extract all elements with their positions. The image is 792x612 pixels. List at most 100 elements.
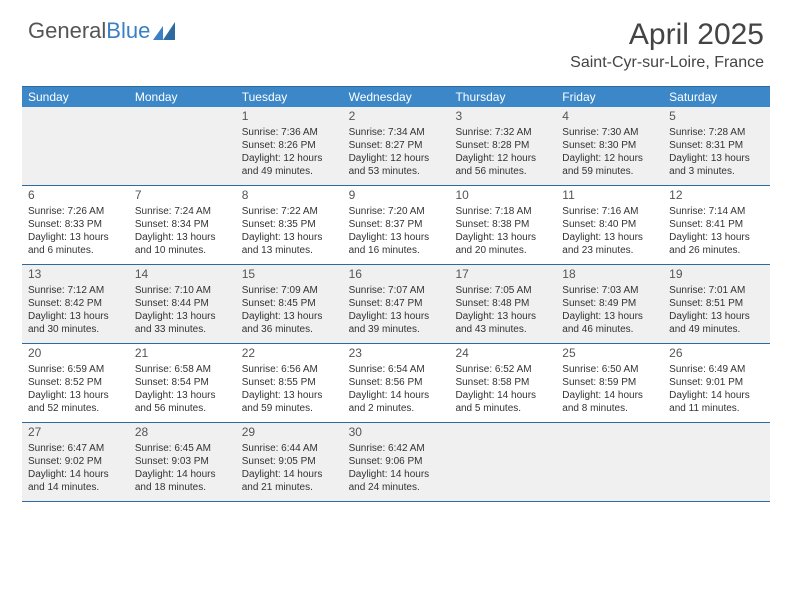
daylight-line: Daylight: 12 hours and 53 minutes.	[349, 152, 444, 178]
sunset-line: Sunset: 8:33 PM	[28, 218, 123, 231]
sunrise-line: Sunrise: 6:58 AM	[135, 363, 230, 376]
day-number: 9	[349, 188, 444, 204]
sunset-line: Sunset: 8:27 PM	[349, 139, 444, 152]
day-number: 14	[135, 267, 230, 283]
day-cell	[129, 107, 236, 185]
sunset-line: Sunset: 8:48 PM	[455, 297, 550, 310]
day-number: 1	[242, 109, 337, 125]
sunrise-line: Sunrise: 7:14 AM	[669, 205, 764, 218]
sunrise-line: Sunrise: 6:47 AM	[28, 442, 123, 455]
daylight-line: Daylight: 14 hours and 18 minutes.	[135, 468, 230, 494]
daylight-line: Daylight: 13 hours and 56 minutes.	[135, 389, 230, 415]
daylight-line: Daylight: 13 hours and 16 minutes.	[349, 231, 444, 257]
sunrise-line: Sunrise: 7:10 AM	[135, 284, 230, 297]
day-cell	[556, 423, 663, 501]
month-title: April 2025	[570, 18, 764, 52]
sunrise-line: Sunrise: 7:03 AM	[562, 284, 657, 297]
day-number: 3	[455, 109, 550, 125]
day-number: 8	[242, 188, 337, 204]
sunrise-line: Sunrise: 6:49 AM	[669, 363, 764, 376]
sunset-line: Sunset: 8:54 PM	[135, 376, 230, 389]
daylight-line: Daylight: 13 hours and 39 minutes.	[349, 310, 444, 336]
sunset-line: Sunset: 8:49 PM	[562, 297, 657, 310]
sunset-line: Sunset: 8:40 PM	[562, 218, 657, 231]
header: GeneralBlue April 2025 Saint-Cyr-sur-Loi…	[0, 0, 792, 80]
week-row: 13Sunrise: 7:12 AMSunset: 8:42 PMDayligh…	[22, 265, 770, 344]
sunrise-line: Sunrise: 7:24 AM	[135, 205, 230, 218]
day-cell	[449, 423, 556, 501]
sunset-line: Sunset: 8:31 PM	[669, 139, 764, 152]
sunrise-line: Sunrise: 7:16 AM	[562, 205, 657, 218]
sunrise-line: Sunrise: 7:07 AM	[349, 284, 444, 297]
dow-row: SundayMondayTuesdayWednesdayThursdayFrid…	[22, 87, 770, 107]
location: Saint-Cyr-sur-Loire, France	[570, 54, 764, 72]
sunset-line: Sunset: 9:06 PM	[349, 455, 444, 468]
dow-tuesday: Tuesday	[236, 87, 343, 107]
day-cell: 6Sunrise: 7:26 AMSunset: 8:33 PMDaylight…	[22, 186, 129, 264]
daylight-line: Daylight: 12 hours and 59 minutes.	[562, 152, 657, 178]
daylight-line: Daylight: 14 hours and 24 minutes.	[349, 468, 444, 494]
sunrise-line: Sunrise: 6:45 AM	[135, 442, 230, 455]
day-cell: 1Sunrise: 7:36 AMSunset: 8:26 PMDaylight…	[236, 107, 343, 185]
dow-wednesday: Wednesday	[343, 87, 450, 107]
day-number: 22	[242, 346, 337, 362]
day-cell: 5Sunrise: 7:28 AMSunset: 8:31 PMDaylight…	[663, 107, 770, 185]
daylight-line: Daylight: 12 hours and 56 minutes.	[455, 152, 550, 178]
week-row: 1Sunrise: 7:36 AMSunset: 8:26 PMDaylight…	[22, 107, 770, 186]
day-number: 13	[28, 267, 123, 283]
day-number: 28	[135, 425, 230, 441]
day-cell	[22, 107, 129, 185]
weeks-container: 1Sunrise: 7:36 AMSunset: 8:26 PMDaylight…	[22, 107, 770, 502]
sunrise-line: Sunrise: 7:01 AM	[669, 284, 764, 297]
day-number: 11	[562, 188, 657, 204]
day-cell: 16Sunrise: 7:07 AMSunset: 8:47 PMDayligh…	[343, 265, 450, 343]
sunset-line: Sunset: 8:58 PM	[455, 376, 550, 389]
daylight-line: Daylight: 13 hours and 43 minutes.	[455, 310, 550, 336]
day-number: 23	[349, 346, 444, 362]
daylight-line: Daylight: 13 hours and 10 minutes.	[135, 231, 230, 257]
day-cell: 9Sunrise: 7:20 AMSunset: 8:37 PMDaylight…	[343, 186, 450, 264]
day-cell: 17Sunrise: 7:05 AMSunset: 8:48 PMDayligh…	[449, 265, 556, 343]
daylight-line: Daylight: 13 hours and 20 minutes.	[455, 231, 550, 257]
sunset-line: Sunset: 8:56 PM	[349, 376, 444, 389]
title-block: April 2025 Saint-Cyr-sur-Loire, France	[570, 18, 764, 72]
day-number: 2	[349, 109, 444, 125]
logo-part2: Blue	[106, 18, 150, 44]
daylight-line: Daylight: 14 hours and 8 minutes.	[562, 389, 657, 415]
day-number: 20	[28, 346, 123, 362]
day-cell: 23Sunrise: 6:54 AMSunset: 8:56 PMDayligh…	[343, 344, 450, 422]
dow-sunday: Sunday	[22, 87, 129, 107]
day-cell	[663, 423, 770, 501]
sunset-line: Sunset: 9:05 PM	[242, 455, 337, 468]
dow-thursday: Thursday	[449, 87, 556, 107]
sunset-line: Sunset: 8:30 PM	[562, 139, 657, 152]
sunrise-line: Sunrise: 6:42 AM	[349, 442, 444, 455]
day-number: 24	[455, 346, 550, 362]
sunset-line: Sunset: 8:41 PM	[669, 218, 764, 231]
day-number: 19	[669, 267, 764, 283]
daylight-line: Daylight: 13 hours and 36 minutes.	[242, 310, 337, 336]
sunrise-line: Sunrise: 7:12 AM	[28, 284, 123, 297]
day-number: 30	[349, 425, 444, 441]
sunset-line: Sunset: 9:03 PM	[135, 455, 230, 468]
dow-monday: Monday	[129, 87, 236, 107]
sunrise-line: Sunrise: 6:50 AM	[562, 363, 657, 376]
day-cell: 26Sunrise: 6:49 AMSunset: 9:01 PMDayligh…	[663, 344, 770, 422]
day-number: 17	[455, 267, 550, 283]
day-number: 29	[242, 425, 337, 441]
daylight-line: Daylight: 13 hours and 46 minutes.	[562, 310, 657, 336]
daylight-line: Daylight: 13 hours and 13 minutes.	[242, 231, 337, 257]
sunrise-line: Sunrise: 7:34 AM	[349, 126, 444, 139]
daylight-line: Daylight: 13 hours and 33 minutes.	[135, 310, 230, 336]
daylight-line: Daylight: 13 hours and 23 minutes.	[562, 231, 657, 257]
day-cell: 30Sunrise: 6:42 AMSunset: 9:06 PMDayligh…	[343, 423, 450, 501]
sunrise-line: Sunrise: 7:32 AM	[455, 126, 550, 139]
day-number: 5	[669, 109, 764, 125]
day-number: 27	[28, 425, 123, 441]
sunset-line: Sunset: 8:59 PM	[562, 376, 657, 389]
sunset-line: Sunset: 8:26 PM	[242, 139, 337, 152]
day-cell: 2Sunrise: 7:34 AMSunset: 8:27 PMDaylight…	[343, 107, 450, 185]
sunset-line: Sunset: 8:34 PM	[135, 218, 230, 231]
sunset-line: Sunset: 9:02 PM	[28, 455, 123, 468]
sunset-line: Sunset: 8:45 PM	[242, 297, 337, 310]
